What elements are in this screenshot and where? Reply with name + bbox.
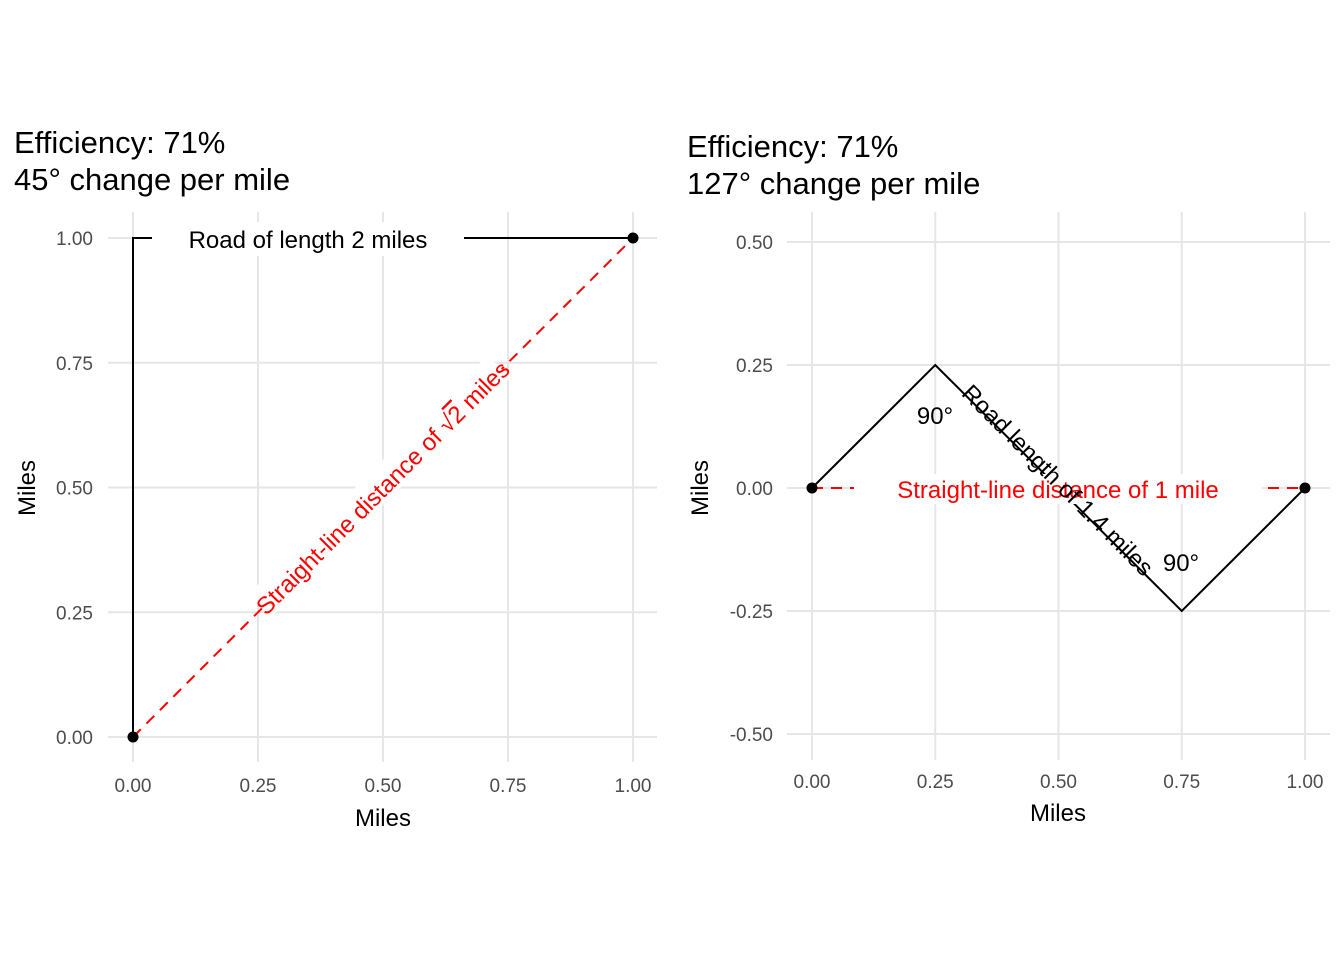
x-axis-label: Miles (355, 805, 411, 832)
angle-annotation: 90° (1163, 550, 1199, 577)
x-tick-label: 0.50 (365, 776, 402, 797)
endpoint-marker (627, 232, 639, 244)
x-tick-label: 1.00 (1287, 772, 1324, 793)
chart-subtitle: 45° change per mile (14, 162, 290, 197)
road-label-background (152, 222, 464, 256)
x-tick-label: 0.25 (917, 772, 954, 793)
x-tick-label: 0.25 (240, 776, 277, 797)
data-lines (132, 237, 634, 738)
y-tick-label: 0.25 (736, 356, 773, 377)
x-tick-label: 1.00 (615, 776, 652, 797)
straight-annotation: Straight-line distance of 1 mile (897, 477, 1219, 504)
road-line (132, 237, 633, 737)
tick-labels: 0.00 0.25 0.50 0.75 1.00 0.00 0.25 0.50 0.75 1.00 (56, 229, 651, 797)
x-tick-label: 0.00 (794, 772, 831, 793)
straight-label-background (250, 355, 511, 616)
data-points (806, 482, 1311, 494)
x-tick-label: 0.50 (1040, 772, 1077, 793)
chart-title: Efficiency: 71% (14, 125, 225, 160)
data-points (127, 232, 639, 743)
y-tick-label: 0.25 (56, 603, 93, 624)
x-tick-label: 0.75 (1163, 772, 1200, 793)
y-tick-label: 0.00 (736, 479, 773, 500)
endpoint-marker (1299, 482, 1311, 494)
y-tick-label: 0.75 (56, 354, 93, 375)
y-axis-label: Miles (14, 460, 41, 516)
endpoint-marker (127, 731, 139, 743)
y-tick-label: 0.00 (56, 728, 93, 749)
x-tick-label: 0.00 (115, 776, 152, 797)
y-tick-label: 1.00 (56, 229, 93, 250)
y-tick-label: 0.50 (56, 479, 93, 500)
chart-subtitle: 127° change per mile (687, 166, 980, 201)
y-tick-label: -0.25 (730, 602, 773, 623)
angle-annotation: 90° (917, 403, 953, 430)
straight-line (132, 237, 634, 738)
straight-label-background (854, 474, 1262, 504)
chart-title: Efficiency: 71% (687, 129, 898, 164)
road-annotation: Road of length 2 miles (189, 227, 428, 254)
endpoint-marker (806, 482, 818, 494)
x-tick-label: 0.75 (490, 776, 527, 797)
y-axis-label: Miles (687, 460, 714, 516)
y-tick-label: -0.50 (730, 725, 773, 746)
tick-labels: 0.00 0.25 0.50 0.75 1.00 -0.50 -0.25 0.00 0.25 0.… (730, 233, 1324, 793)
y-tick-label: 0.50 (736, 233, 773, 254)
x-axis-label: Miles (1030, 800, 1086, 827)
